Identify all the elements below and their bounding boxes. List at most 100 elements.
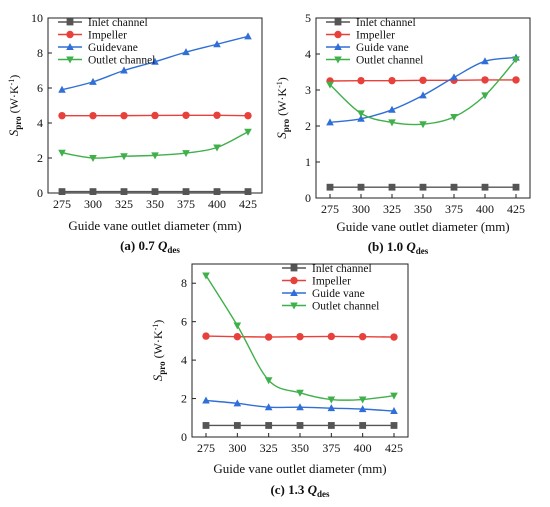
x-tick-label: 425 <box>239 197 257 211</box>
x-tick-label: 300 <box>84 197 102 211</box>
data-point <box>296 389 304 397</box>
data-point <box>388 76 396 85</box>
data-point <box>359 422 367 429</box>
data-point <box>481 57 489 65</box>
series-impeller <box>326 76 520 85</box>
data-point <box>450 73 458 81</box>
data-point <box>326 118 334 126</box>
data-point <box>89 111 97 120</box>
data-point <box>233 399 242 407</box>
y-tick-label: 6 <box>181 315 187 329</box>
data-point <box>213 188 221 195</box>
legend-label: Impeller <box>312 276 351 288</box>
y-tick-label: 0 <box>181 430 187 444</box>
chart-panel-2: 0 1 2 3 4 5 275 300 325 350 375 400 425 Guide vane ou… <box>274 11 531 256</box>
data-point <box>512 76 520 84</box>
legend-label: Guide vane <box>356 42 409 54</box>
data-point <box>358 332 367 341</box>
x-tick-label: 400 <box>354 441 372 455</box>
x-tick-label: 325 <box>260 441 278 455</box>
data-point <box>89 188 97 195</box>
x-tick-label: 425 <box>507 202 525 216</box>
series-outlet-channel <box>58 128 252 162</box>
data-point <box>151 188 159 195</box>
legend-label: Outlet channel <box>356 55 423 67</box>
data-point <box>233 422 241 429</box>
data-point <box>151 152 159 160</box>
data-point <box>213 111 221 120</box>
y-tick-label: 1 <box>305 155 311 169</box>
y-tick-label: 2 <box>37 151 43 165</box>
legend-marker <box>290 264 298 272</box>
data-point <box>244 128 252 136</box>
series-guide-vane <box>202 396 398 415</box>
data-point <box>120 111 128 120</box>
x-tick-label: 275 <box>197 441 215 455</box>
legend-marker <box>66 18 74 26</box>
y-tick-label: 8 <box>37 46 43 60</box>
data-point <box>419 183 427 191</box>
data-point <box>151 111 159 120</box>
data-point <box>450 114 458 121</box>
data-point <box>296 332 304 341</box>
data-point <box>233 332 242 341</box>
data-point <box>182 150 190 158</box>
data-point <box>265 422 273 429</box>
data-point <box>296 422 304 429</box>
y-tick-label: 0 <box>305 191 311 205</box>
data-point <box>419 121 427 129</box>
data-point <box>357 76 365 85</box>
legend-marker <box>334 43 342 50</box>
data-point <box>390 333 398 341</box>
series-guide-vane <box>326 53 520 126</box>
x-tick-label: 325 <box>115 197 133 211</box>
data-point <box>233 322 242 330</box>
data-point <box>390 422 398 429</box>
legend-marker <box>66 30 74 39</box>
y-tick-label: 6 <box>37 81 43 95</box>
data-point <box>481 92 489 100</box>
data-point <box>182 111 190 120</box>
data-point <box>388 105 396 113</box>
legend-marker <box>66 56 74 64</box>
data-point <box>512 183 520 191</box>
data-point <box>419 76 427 84</box>
data-point <box>120 153 128 161</box>
data-point <box>244 111 252 120</box>
legend-label: Impeller <box>356 30 395 42</box>
y-tick-label: 10 <box>31 11 43 25</box>
y-axis-label: Spro (W·K-1) <box>274 77 291 139</box>
legend-marker <box>334 18 342 26</box>
data-point <box>202 332 210 340</box>
data-point <box>388 119 396 127</box>
data-point <box>327 396 336 404</box>
series-guidevane <box>58 32 252 93</box>
legend-marker <box>334 30 342 39</box>
data-point <box>151 57 159 65</box>
data-point <box>244 188 252 195</box>
data-point <box>89 77 97 85</box>
data-point <box>419 91 427 99</box>
data-point <box>58 111 66 120</box>
data-point <box>264 403 273 411</box>
x-tick-label: 375 <box>445 202 463 216</box>
x-tick-label: 375 <box>322 441 340 455</box>
data-point <box>390 407 398 415</box>
plot-frame <box>191 263 409 438</box>
legend-label: Inlet channel <box>88 17 148 29</box>
y-tick-label: 0 <box>37 186 43 200</box>
x-tick-label: 350 <box>146 197 164 211</box>
chart-panel-1: 0 2 4 6 8 10 275 300 325 350 375 400 425 Guide vane o… <box>6 11 263 255</box>
data-point <box>357 183 365 191</box>
data-point <box>390 392 398 400</box>
legend-marker <box>290 289 298 296</box>
legend-marker <box>334 56 342 64</box>
data-point <box>326 183 334 191</box>
data-point <box>202 272 210 280</box>
data-point <box>357 114 365 122</box>
x-tick-label: 400 <box>208 197 226 211</box>
data-point <box>357 110 365 118</box>
data-point <box>182 188 190 195</box>
